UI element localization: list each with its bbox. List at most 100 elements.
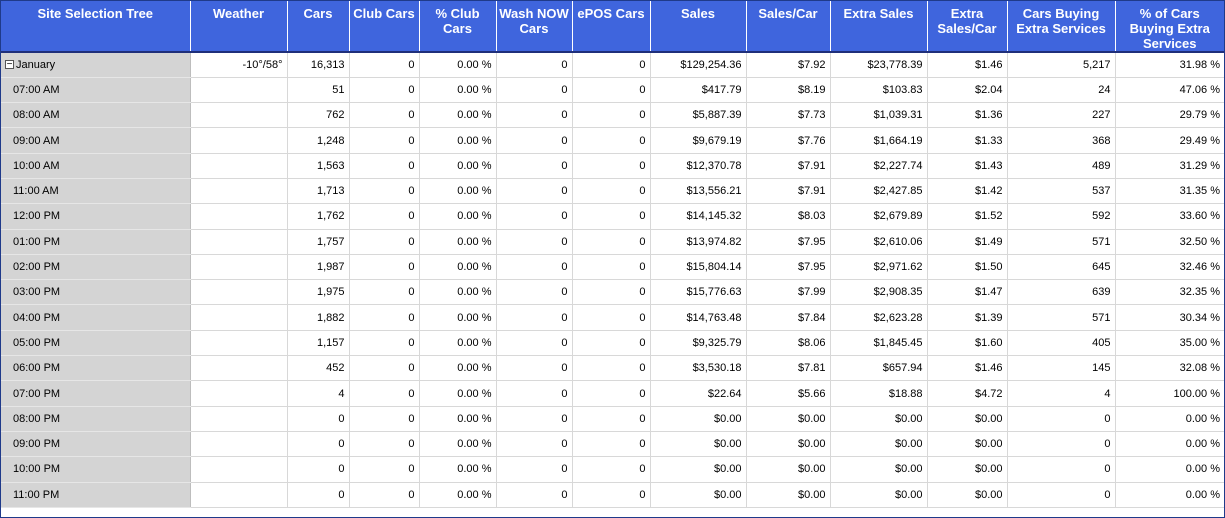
tree-node-hour[interactable]: 08:00 PM bbox=[1, 406, 191, 432]
cell-extra-sales: $103.83 bbox=[830, 77, 928, 104]
cell-pct-club-cars: 0.00 % bbox=[419, 153, 497, 179]
cell-epos-cars: 0 bbox=[572, 127, 651, 154]
cell-sales: $0.00 bbox=[650, 406, 747, 432]
tree-node-january[interactable]: − January bbox=[1, 52, 191, 78]
cell-pct-cars-buying-extra: 31.98 % bbox=[1115, 52, 1224, 78]
tree-node-hour[interactable]: 07:00 AM bbox=[1, 77, 191, 104]
cell-cars-buying-extra: 405 bbox=[1007, 330, 1116, 357]
tree-node-hour[interactable]: 11:00 AM bbox=[1, 178, 191, 205]
column-header-cars[interactable]: Cars bbox=[287, 1, 350, 52]
group-row-january[interactable]: − January -10°/58° 16,313 0 0.00 % 0 0 $1… bbox=[1, 52, 1224, 78]
column-header-pct-club-cars[interactable]: % Club Cars bbox=[419, 1, 497, 52]
cell-sales: $22.64 bbox=[650, 380, 747, 407]
cell-extra-sales: $18.88 bbox=[830, 380, 928, 407]
cell-pct-cars-buying-extra: 0.00 % bbox=[1115, 431, 1224, 458]
cell-pct-cars-buying-extra: 31.29 % bbox=[1115, 153, 1224, 179]
cell-club-cars: 0 bbox=[349, 254, 420, 281]
tree-node-hour[interactable]: 12:00 PM bbox=[1, 203, 191, 230]
cell-wash-now-cars: 0 bbox=[496, 77, 573, 104]
table-row[interactable]: 05:00 PM 1,157 0 0.00 % 0 0 $9,325.79 $8.06 $1,8… bbox=[1, 330, 1224, 357]
cell-wash-now-cars: 0 bbox=[496, 127, 573, 154]
tree-node-hour[interactable]: 11:00 PM bbox=[1, 482, 191, 508]
cell-sales-per-car: $8.06 bbox=[746, 330, 831, 357]
tree-node-hour[interactable]: 10:00 AM bbox=[1, 153, 191, 179]
cell-extra-sales-per-car: $1.46 bbox=[927, 355, 1008, 382]
cell-extra-sales-per-car: $1.49 bbox=[927, 229, 1008, 255]
cell-weather: -10°/58° bbox=[190, 52, 288, 78]
cell-wash-now-cars: 0 bbox=[496, 304, 573, 331]
cell-weather bbox=[190, 203, 288, 230]
cell-cars: 0 bbox=[287, 482, 350, 508]
column-header-weather[interactable]: Weather bbox=[190, 1, 288, 52]
cell-epos-cars: 0 bbox=[572, 153, 651, 179]
cell-sales-per-car: $7.91 bbox=[746, 178, 831, 205]
table-row[interactable]: 09:00 AM 1,248 0 0.00 % 0 0 $9,679.19 $7.76 $1,6… bbox=[1, 127, 1224, 154]
tree-node-hour[interactable]: 10:00 PM bbox=[1, 456, 191, 483]
cell-sales: $3,530.18 bbox=[650, 355, 747, 382]
column-header-cars-buying-extra[interactable]: Cars Buying Extra Services bbox=[1007, 1, 1116, 52]
table-row[interactable]: 09:00 PM 0 0 0.00 % 0 0 $0.00 $0.00 $0.00 $0.00 0 0… bbox=[1, 431, 1224, 458]
column-header-sales-per-car[interactable]: Sales/Car bbox=[746, 1, 831, 52]
cell-epos-cars: 0 bbox=[572, 178, 651, 205]
column-header-epos-cars[interactable]: ePOS Cars bbox=[572, 1, 651, 52]
cell-club-cars: 0 bbox=[349, 52, 420, 78]
cell-sales-per-car: $7.95 bbox=[746, 254, 831, 281]
tree-node-hour[interactable]: 09:00 PM bbox=[1, 431, 191, 458]
cell-sales: $12,370.78 bbox=[650, 153, 747, 179]
cell-extra-sales: $0.00 bbox=[830, 482, 928, 508]
column-header-site-selection-tree[interactable]: Site Selection Tree bbox=[1, 1, 191, 52]
cell-pct-club-cars: 0.00 % bbox=[419, 229, 497, 255]
cell-sales: $15,804.14 bbox=[650, 254, 747, 281]
tree-node-hour[interactable]: 01:00 PM bbox=[1, 229, 191, 255]
cell-sales-per-car: $7.81 bbox=[746, 355, 831, 382]
cell-cars: 0 bbox=[287, 406, 350, 432]
tree-node-hour[interactable]: 02:00 PM bbox=[1, 254, 191, 281]
cell-epos-cars: 0 bbox=[572, 355, 651, 382]
table-row[interactable]: 08:00 PM 0 0 0.00 % 0 0 $0.00 $0.00 $0.00 $0.00 0 0… bbox=[1, 406, 1224, 432]
table-row[interactable]: 11:00 PM 0 0 0.00 % 0 0 $0.00 $0.00 $0.00 $0.00 0 0… bbox=[1, 482, 1224, 508]
cell-cars-buying-extra: 489 bbox=[1007, 153, 1116, 179]
table-row[interactable]: 11:00 AM 1,713 0 0.00 % 0 0 $13,556.21 $7.91 $2,… bbox=[1, 178, 1224, 205]
cell-cars: 452 bbox=[287, 355, 350, 382]
column-header-extra-sales[interactable]: Extra Sales bbox=[830, 1, 928, 52]
column-header-wash-now-cars[interactable]: Wash NOW Cars bbox=[496, 1, 573, 52]
table-row[interactable]: 02:00 PM 1,987 0 0.00 % 0 0 $15,804.14 $7.95 $2,… bbox=[1, 254, 1224, 281]
cell-pct-cars-buying-extra: 32.46 % bbox=[1115, 254, 1224, 281]
table-row[interactable]: 03:00 PM 1,975 0 0.00 % 0 0 $15,776.63 $7.99 $2,… bbox=[1, 279, 1224, 306]
cell-pct-cars-buying-extra: 30.34 % bbox=[1115, 304, 1224, 331]
table-row[interactable]: 06:00 PM 452 0 0.00 % 0 0 $3,530.18 $7.81 $657.9… bbox=[1, 355, 1224, 382]
cell-wash-now-cars: 0 bbox=[496, 406, 573, 432]
tree-node-hour[interactable]: 09:00 AM bbox=[1, 127, 191, 154]
cell-pct-cars-buying-extra: 47.06 % bbox=[1115, 77, 1224, 104]
table-row[interactable]: 10:00 AM 1,563 0 0.00 % 0 0 $12,370.78 $7.91 $2,… bbox=[1, 153, 1224, 179]
table-row[interactable]: 12:00 PM 1,762 0 0.00 % 0 0 $14,145.32 $8.03 $2,… bbox=[1, 203, 1224, 230]
table-row[interactable]: 10:00 PM 0 0 0.00 % 0 0 $0.00 $0.00 $0.00 $0.00 0 0… bbox=[1, 456, 1224, 483]
column-header-club-cars[interactable]: Club Cars bbox=[349, 1, 420, 52]
tree-node-hour[interactable]: 04:00 PM bbox=[1, 304, 191, 331]
table-row[interactable]: 07:00 PM 4 0 0.00 % 0 0 $22.64 $5.66 $18.88 $4.72… bbox=[1, 380, 1224, 407]
cell-sales-per-car: $5.66 bbox=[746, 380, 831, 407]
cell-wash-now-cars: 0 bbox=[496, 330, 573, 357]
column-header-pct-cars-buying-extra[interactable]: % of Cars Buying Extra Services bbox=[1115, 1, 1224, 52]
cell-extra-sales-per-car: $1.52 bbox=[927, 203, 1008, 230]
cell-pct-club-cars: 0.00 % bbox=[419, 254, 497, 281]
table-row[interactable]: 01:00 PM 1,757 0 0.00 % 0 0 $13,974.82 $7.95 $2,… bbox=[1, 229, 1224, 255]
tree-node-hour[interactable]: 05:00 PM bbox=[1, 330, 191, 357]
cell-extra-sales-per-car: $1.50 bbox=[927, 254, 1008, 281]
table-row[interactable]: 04:00 PM 1,882 0 0.00 % 0 0 $14,763.48 $7.84 $2,… bbox=[1, 304, 1224, 331]
tree-node-hour[interactable]: 03:00 PM bbox=[1, 279, 191, 306]
tree-node-hour[interactable]: 08:00 AM bbox=[1, 102, 191, 129]
cell-cars-buying-extra: 24 bbox=[1007, 77, 1116, 104]
table-row[interactable]: 08:00 AM 762 0 0.00 % 0 0 $5,887.39 $7.73 $1,039… bbox=[1, 102, 1224, 129]
collapse-icon[interactable]: − bbox=[5, 59, 14, 71]
cell-sales: $14,763.48 bbox=[650, 304, 747, 331]
tree-node-hour[interactable]: 07:00 PM bbox=[1, 380, 191, 407]
cell-sales-per-car: $7.91 bbox=[746, 153, 831, 179]
cell-sales: $15,776.63 bbox=[650, 279, 747, 306]
cell-wash-now-cars: 0 bbox=[496, 178, 573, 205]
cell-weather bbox=[190, 279, 288, 306]
column-header-extra-sales-per-car[interactable]: Extra Sales/Car bbox=[927, 1, 1008, 52]
table-row[interactable]: 07:00 AM 51 0 0.00 % 0 0 $417.79 $8.19 $103.83 $2… bbox=[1, 77, 1224, 104]
column-header-sales[interactable]: Sales bbox=[650, 1, 747, 52]
tree-node-hour[interactable]: 06:00 PM bbox=[1, 355, 191, 382]
